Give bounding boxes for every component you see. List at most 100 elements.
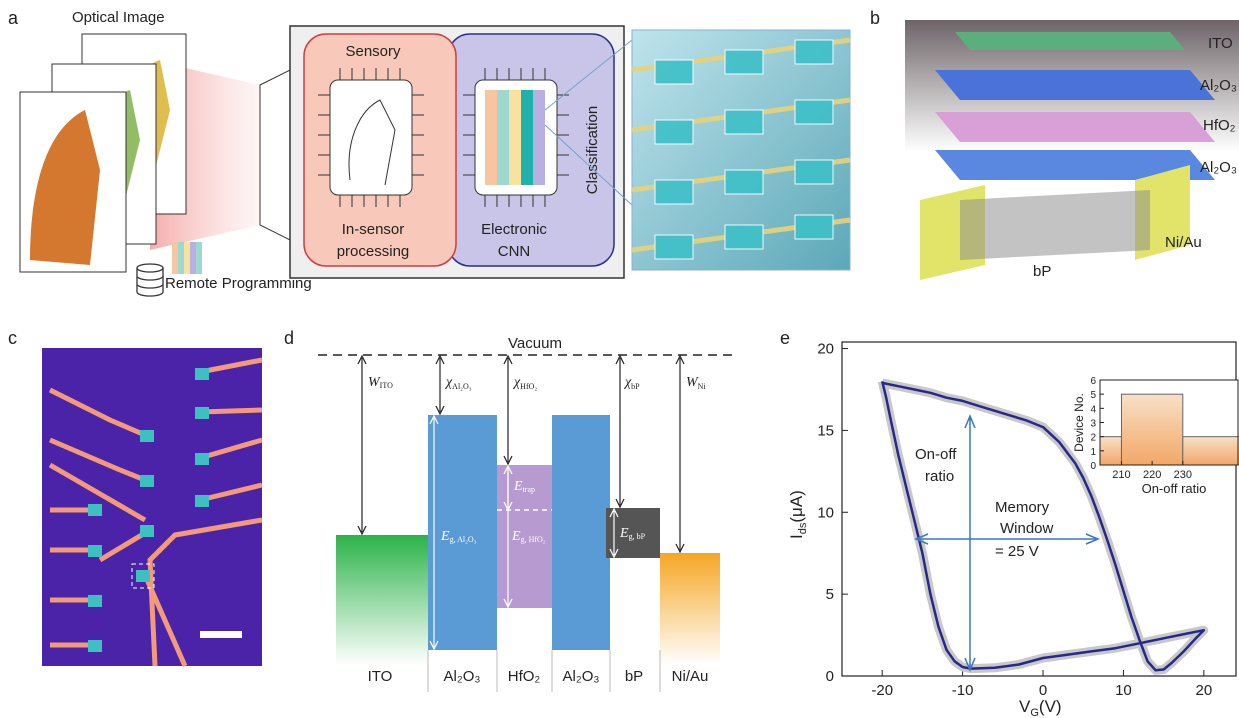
lens: [260, 70, 290, 240]
y-tick-label: 0: [826, 668, 834, 685]
chip-icon: [318, 68, 424, 207]
label: Optical Image: [72, 9, 165, 26]
y-tick-label: 6: [1090, 376, 1096, 387]
material-label: Al₂O₃: [563, 668, 600, 685]
label: Electronic: [481, 221, 547, 238]
axis-label-sub: ds: [797, 522, 809, 534]
layer-label: HfO₂: [1203, 117, 1236, 134]
database-icon: [137, 264, 163, 296]
annotation: Memory: [995, 499, 1050, 516]
annotation: ratio: [925, 468, 954, 485]
label: Classification: [584, 106, 601, 194]
layer-label: ITO: [1208, 35, 1233, 52]
x-tick-label: 20: [1195, 682, 1212, 699]
layer-label: Ni/Au: [1165, 234, 1202, 251]
material-label: HfO₂: [508, 668, 541, 685]
page: a b c d e Optical Image Remote Programmi…: [0, 0, 1239, 718]
layer-label: Al₂O₃: [1200, 159, 1237, 176]
layer-hfo2: [935, 112, 1215, 142]
x-tick-label: 230: [1174, 469, 1192, 481]
annotation: On-off: [915, 446, 957, 463]
material-label: bP: [625, 668, 643, 685]
scale-bar: [200, 631, 242, 638]
y-tick-label: 4: [1090, 404, 1096, 415]
axis-label-main: V: [1019, 697, 1031, 716]
panel-d: Vacuum WITO χAl₂O₃ χHfO₂ χbP WNi Eg, Al₂…: [318, 335, 736, 692]
axis-label: VG(V): [1019, 697, 1062, 718]
symbol-sub: bP: [631, 382, 640, 391]
y-tick-label: 1: [1090, 447, 1096, 458]
symbol-sub: Al₂O₃: [452, 382, 472, 391]
axis-label-unit: (V): [1039, 697, 1062, 716]
symbol-sub: g, HfO₂: [521, 535, 546, 544]
layer-ito: [955, 32, 1185, 50]
symbol-main: E: [440, 529, 450, 544]
symbol: WNi: [686, 375, 706, 391]
x-tick-label: 210: [1112, 469, 1130, 481]
label: Vacuum: [508, 335, 562, 352]
layer-al2o3: [935, 70, 1215, 100]
chip-icon: [463, 68, 569, 207]
material-label: Al₂O₃: [444, 668, 481, 685]
annotation: Window: [1000, 520, 1054, 537]
bar: [1183, 437, 1239, 465]
band-ni: [660, 553, 720, 665]
band-al2o3: [428, 415, 497, 650]
symbol-sub: g, Al₂O₃: [450, 535, 477, 544]
panel-label: c: [8, 328, 17, 348]
x-tick-label: 220: [1143, 469, 1161, 481]
symbol-sub: trap: [523, 485, 535, 494]
symbol-main: E: [511, 529, 521, 544]
panel-label: b: [870, 8, 880, 28]
y-tick-label: 5: [1090, 390, 1096, 401]
symbol-sub: HfO₂: [520, 382, 537, 391]
bar: [1121, 394, 1182, 465]
x-tick-label: -20: [871, 682, 893, 699]
x-tick-label: 10: [1115, 682, 1132, 699]
axis-label-unit: (μA): [787, 490, 806, 522]
label: In-sensor: [342, 221, 405, 238]
y-tick-label: 5: [826, 586, 834, 603]
axis-label: Device No.: [1072, 393, 1086, 452]
pattern-icon: [172, 242, 202, 274]
y-tick-label: 3: [1090, 419, 1096, 430]
panel-label: d: [284, 328, 294, 348]
material-label: Ni/Au: [672, 668, 709, 685]
panel-c: [42, 348, 262, 666]
annotation-arrow: [965, 416, 975, 670]
symbol-sub: g, bP: [629, 532, 646, 541]
axis-label: Ids(μA): [787, 490, 809, 539]
symbol: χHfO₂: [512, 375, 537, 391]
label: CNN: [498, 243, 531, 260]
layer-label: bP: [1033, 263, 1051, 280]
panel-label: a: [8, 8, 19, 28]
panel-b: ITO Al₂O₃ HfO₂ Al₂O₃ Ni/Au bP: [905, 20, 1239, 282]
axis-label: On-off ratio: [1142, 481, 1207, 496]
annotation: = 25 V: [995, 543, 1039, 560]
symbol: χbP: [623, 375, 640, 391]
axis-label-sub: G: [1030, 707, 1039, 718]
symbol-main: E: [513, 479, 523, 494]
y-tick-label: 0: [1090, 461, 1096, 472]
panel-a: Optical Image Remote Programming Sensory…: [20, 9, 850, 296]
layer-label: Al₂O₃: [1200, 77, 1237, 94]
label: processing: [337, 243, 410, 260]
symbol: χAl₂O₃: [444, 375, 472, 391]
panel-label: e: [780, 328, 790, 348]
y-tick-label: 15: [817, 422, 834, 439]
x-tick-label: -10: [952, 682, 974, 699]
band-ito: [336, 535, 428, 665]
symbol: WITO: [368, 375, 393, 390]
symbol-sub: ITO: [380, 381, 393, 390]
figure: a b c d e Optical Image Remote Programmi…: [0, 0, 1239, 718]
label: Sensory: [345, 43, 401, 60]
symbol-sub: Ni: [698, 382, 707, 391]
band-al2o3: [552, 415, 610, 650]
y-tick-label: 10: [817, 504, 834, 521]
y-tick-label: 20: [817, 341, 834, 358]
bp-lattice: [960, 190, 1150, 260]
symbol-main: E: [619, 526, 629, 541]
material-label: ITO: [368, 668, 393, 685]
y-tick-label: 2: [1090, 433, 1096, 444]
